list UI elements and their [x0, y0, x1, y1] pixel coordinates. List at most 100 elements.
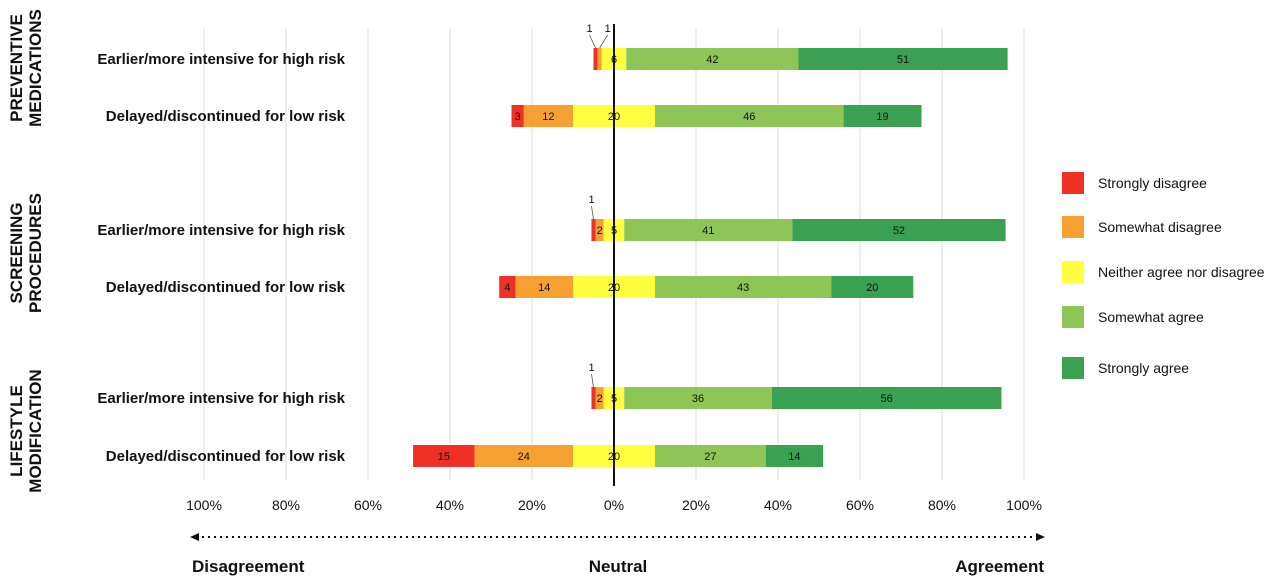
bar-segment: [515, 276, 573, 298]
bar-segment: [593, 48, 598, 70]
bar-segment: [474, 445, 573, 467]
segment-value-label: 14: [538, 282, 550, 294]
segment-value-label: 24: [518, 451, 530, 463]
legend-swatch: [1062, 172, 1084, 194]
group-label-line: PREVENTIVE: [7, 14, 26, 122]
legend-label: Strongly disagree: [1098, 175, 1207, 191]
row-label: Delayed/discontinued for low risk: [106, 279, 346, 296]
callout-leader: [589, 34, 596, 49]
bar-segment: [595, 219, 604, 241]
legend-label: Strongly agree: [1098, 360, 1189, 376]
segment-value-label: 42: [706, 54, 718, 66]
bar-segment: [523, 105, 573, 127]
x-tick-label: 0%: [604, 497, 624, 513]
segment-value-label: 27: [704, 451, 716, 463]
bar-segment: [591, 219, 596, 241]
callout-value-label: 1: [588, 362, 594, 374]
callout-value-label: 1: [605, 23, 611, 35]
callout-leader: [591, 205, 594, 220]
group-label: PREVENTIVEMEDICATIONS: [7, 9, 45, 127]
legend-swatch: [1062, 357, 1084, 379]
legend-swatch: [1062, 306, 1084, 328]
row-label: Delayed/discontinued for low risk: [106, 448, 346, 465]
bar-segment: [655, 276, 832, 298]
legend: Strongly disagree Somewhat disagree Neithe…: [1062, 172, 1265, 379]
bar-segment: [499, 276, 516, 298]
disagreement-label: Disagreement: [192, 557, 305, 576]
arrow-left-icon: [190, 533, 199, 541]
bar-segment: [597, 48, 602, 70]
segment-value-label: 36: [692, 393, 704, 405]
segment-value-label: 51: [897, 54, 909, 66]
callout-leader: [599, 34, 608, 49]
group-labels: PREVENTIVEMEDICATIONS SCREENINGPROCEDURES…: [7, 9, 45, 493]
callout-value-label: 1: [588, 194, 594, 206]
bars: 6425111312204619254152141420432025365611…: [413, 23, 1008, 467]
legend-label: Neither agree nor disagree: [1098, 264, 1265, 280]
row-label: Earlier/more intensive for high risk: [97, 222, 345, 239]
legend-label: Somewhat agree: [1098, 309, 1204, 325]
segment-value-label: 20: [866, 282, 878, 294]
segment-value-label: 2: [597, 393, 603, 405]
bar-segment: [655, 445, 766, 467]
gridlines: [203, 28, 1025, 480]
row-labels: Earlier/more intensive for high risk Dela…: [97, 51, 345, 465]
group-label-line: MODIFICATION: [26, 369, 45, 492]
group-label: LIFESTYLEMODIFICATION: [7, 369, 45, 492]
bar-segment: [591, 387, 596, 409]
legend-swatch: [1062, 261, 1084, 283]
bar-segment: [843, 105, 922, 127]
callout-value-label: 1: [586, 23, 592, 35]
bar-segment: [595, 387, 604, 409]
segment-value-label: 4: [504, 282, 510, 294]
bar-segment: [771, 387, 1002, 409]
row-label: Earlier/more intensive for high risk: [97, 51, 345, 68]
bar-segment: [624, 387, 772, 409]
x-tick-label: 40%: [764, 497, 792, 513]
segment-value-label: 2: [597, 225, 603, 237]
x-tick-label: 60%: [846, 497, 874, 513]
x-tick-label: 80%: [272, 497, 300, 513]
direction-arrow: Disagreement Neutral Agreement: [190, 533, 1045, 576]
segment-value-label: 15: [438, 451, 450, 463]
row-label: Earlier/more intensive for high risk: [97, 390, 345, 407]
x-tick-label: 20%: [518, 497, 546, 513]
group-label-line: LIFESTYLE: [7, 385, 26, 477]
segment-value-label: 43: [737, 282, 749, 294]
segment-value-label: 19: [876, 111, 888, 123]
group-label-line: MEDICATIONS: [26, 9, 45, 127]
arrow-right-icon: [1036, 533, 1045, 541]
bar-segment: [765, 445, 824, 467]
x-tick-label: 80%: [928, 497, 956, 513]
x-tick-label: 100%: [186, 497, 222, 513]
segment-value-label: 46: [743, 111, 755, 123]
x-tick-label: 20%: [682, 497, 710, 513]
bar-segment: [655, 105, 844, 127]
legend-label: Somewhat disagree: [1098, 219, 1222, 235]
x-axis: 100% 80% 60% 40% 20% 0% 20% 40% 60% 80% 100%: [186, 24, 1042, 513]
agreement-label: Agreement: [955, 557, 1044, 576]
group-label-line: SCREENING: [7, 202, 26, 303]
segment-value-label: 52: [893, 225, 905, 237]
segment-value-label: 3: [515, 111, 521, 123]
bar-segment: [511, 105, 524, 127]
x-tick-label: 40%: [436, 497, 464, 513]
neutral-label: Neutral: [589, 557, 648, 576]
x-tick-label: 100%: [1006, 497, 1042, 513]
segment-value-label: 12: [542, 111, 554, 123]
bar-segment: [626, 48, 799, 70]
segment-value-label: 14: [788, 451, 800, 463]
bar-segment: [413, 445, 475, 467]
x-tick-label: 60%: [354, 497, 382, 513]
bar-segment: [831, 276, 914, 298]
group-label: SCREENINGPROCEDURES: [7, 193, 45, 313]
bar-segment: [798, 48, 1008, 70]
callout-leader: [591, 373, 594, 388]
segment-value-label: 56: [881, 393, 893, 405]
legend-swatch: [1062, 216, 1084, 238]
bar-segment: [792, 219, 1006, 241]
row-label: Delayed/discontinued for low risk: [106, 108, 346, 125]
group-label-line: PROCEDURES: [26, 193, 45, 313]
segment-value-label: 41: [702, 225, 714, 237]
